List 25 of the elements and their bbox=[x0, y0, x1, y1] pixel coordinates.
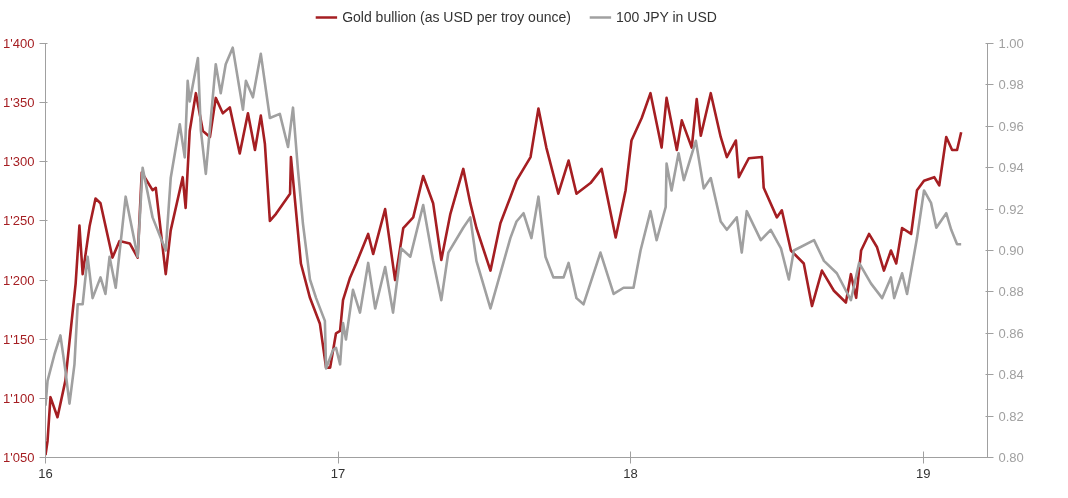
y2-tick-label: 0.98 bbox=[998, 77, 1024, 93]
y2-tick-label: 1.00 bbox=[998, 36, 1024, 51]
x-tick-label: 16 bbox=[38, 465, 53, 481]
y-tick-label: 1'050 bbox=[3, 450, 35, 465]
y2-tick-label: 0.92 bbox=[998, 201, 1024, 217]
y-tick-label: 1'150 bbox=[3, 331, 35, 347]
y2-tick-label: 0.88 bbox=[998, 284, 1024, 300]
y2-tick-label: 0.90 bbox=[998, 243, 1024, 258]
y2-tick-label: 0.80 bbox=[998, 450, 1024, 465]
y2-tick-label: 0.86 bbox=[998, 325, 1024, 341]
y-tick-label: 1'250 bbox=[3, 213, 35, 229]
x-tick-label: 19 bbox=[915, 465, 931, 481]
y-tick-label: 1'350 bbox=[3, 95, 35, 111]
y-tick-label: 1'400 bbox=[3, 36, 35, 51]
legend-label: Gold bullion (as USD per troy ounce) bbox=[342, 9, 571, 25]
y2-tick-label: 0.82 bbox=[998, 408, 1024, 424]
y-tick-label: 1'200 bbox=[3, 272, 35, 288]
y2-tick-label: 0.84 bbox=[998, 367, 1024, 383]
x-tick-label: 18 bbox=[623, 465, 638, 481]
legend-label: 100 JPY in USD bbox=[615, 9, 717, 25]
y-tick-label: 1'100 bbox=[3, 390, 35, 406]
y2-tick-label: 0.94 bbox=[998, 160, 1024, 176]
y2-tick-label: 0.96 bbox=[998, 118, 1024, 134]
y-tick-label: 1'300 bbox=[3, 154, 35, 170]
x-tick-label: 17 bbox=[330, 465, 346, 481]
